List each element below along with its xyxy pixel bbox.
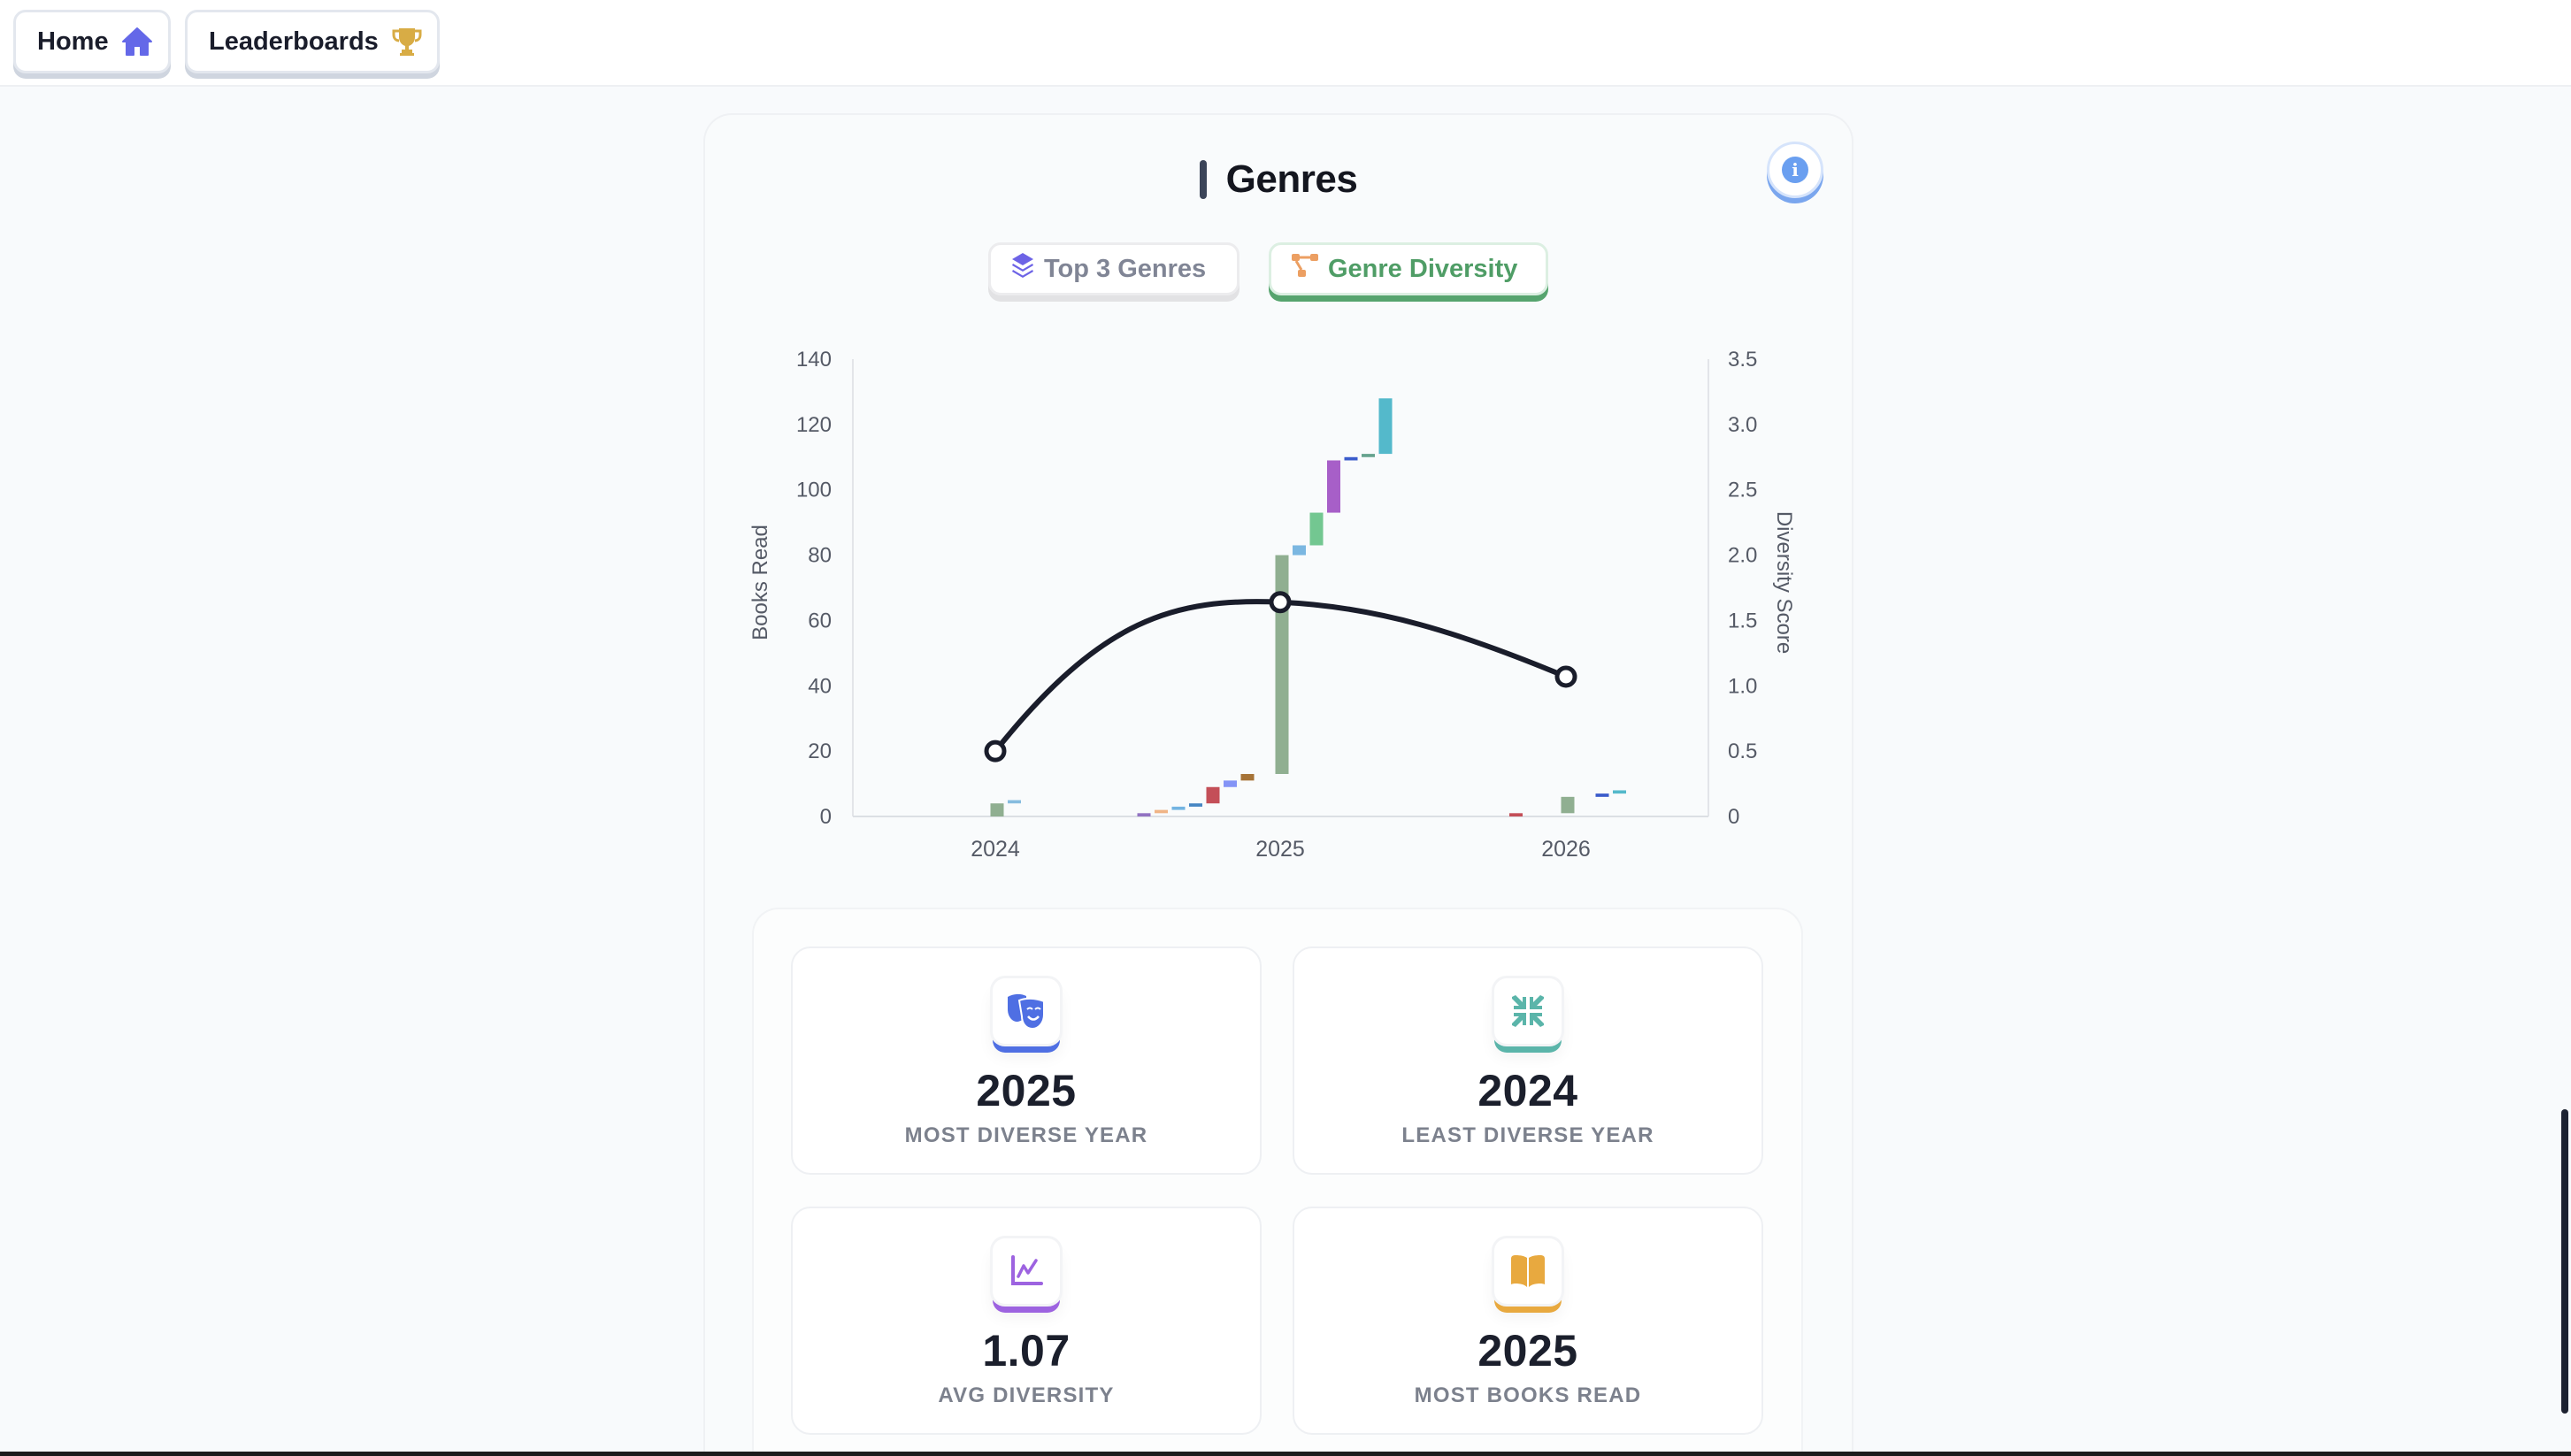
genre-bar[interactable] (1509, 813, 1523, 816)
y2-tick-label: 0 (1728, 805, 1739, 829)
y-tick-label: 140 (796, 348, 832, 372)
layers-icon (1010, 252, 1035, 286)
trophy-icon (391, 27, 423, 57)
section-header: Genres (705, 157, 1852, 202)
genre-bar[interactable] (1189, 803, 1202, 807)
genre-bar[interactable] (1171, 806, 1186, 810)
genre-bar[interactable] (1344, 456, 1358, 461)
tab-genre-diversity[interactable]: Genre Diversity (1269, 242, 1548, 295)
y2-tick-label: 3.5 (1728, 348, 1757, 372)
y2-tick-label: 1.0 (1728, 674, 1757, 698)
open-book-icon (1494, 1238, 1562, 1304)
x-tick-label: 2026 (1541, 837, 1591, 862)
home-button-label: Home (37, 27, 109, 56)
y-tick-label: 80 (808, 544, 832, 568)
x-tick-label: 2024 (971, 837, 1020, 862)
y-tick-label: 100 (796, 479, 832, 502)
y-tick-label: 60 (808, 609, 832, 632)
y-tick-label: 0 (820, 805, 832, 829)
home-icon (121, 27, 153, 57)
genre-bar[interactable] (1327, 460, 1340, 513)
diagram-icon (1291, 252, 1319, 286)
chart-canvas: 0 20 40 60 80 100 120 140 0 0.5 1.0 1.5 2.0 2.5 3.0 3.5… (748, 348, 1796, 862)
y2-tick-label: 2.0 (1728, 544, 1757, 568)
genre-bar[interactable] (1224, 780, 1237, 787)
genres-card: i Genres Top 3 Genres Genre Diversity 0 2… (705, 115, 1852, 1456)
genre-bar[interactable] (990, 803, 1004, 816)
section-title: Genres (1225, 157, 1358, 201)
stat-least-diverse-year: 2024 LEAST DIVERSE YEAR (1293, 946, 1763, 1175)
genre-bar[interactable] (1293, 545, 1306, 556)
background-window-edge (0, 1452, 2571, 1456)
stat-label: AVG DIVERSITY (938, 1383, 1115, 1407)
genre-bar[interactable] (1206, 786, 1220, 804)
genre-bar[interactable] (1008, 800, 1021, 804)
genre-bar[interactable] (1595, 793, 1609, 797)
stat-label: LEAST DIVERSE YEAR (1401, 1123, 1654, 1147)
stat-value: 2025 (976, 1066, 1077, 1115)
y2-tick-label: 2.5 (1728, 479, 1757, 502)
y2-tick-label: 3.0 (1728, 413, 1757, 437)
genre-bar[interactable] (1362, 454, 1375, 457)
genre-bar[interactable] (1240, 773, 1255, 781)
stat-value: 2024 (1477, 1066, 1578, 1115)
line-chart-icon (993, 1238, 1060, 1304)
diversity-point[interactable] (984, 739, 1007, 762)
y-tick-label: 40 (808, 674, 832, 698)
home-button[interactable]: Home (13, 10, 171, 73)
tab-top-3-genres[interactable]: Top 3 Genres (988, 242, 1239, 295)
diversity-point[interactable] (1554, 665, 1577, 688)
leaderboards-button-label: Leaderboards (209, 27, 379, 56)
page-scrollbar-thumb[interactable] (2561, 1109, 2568, 1414)
genre-bar[interactable] (1309, 512, 1324, 546)
stat-label: MOST BOOKS READ (1414, 1383, 1642, 1407)
tab-genre-diversity-label: Genre Diversity (1328, 254, 1518, 283)
y2-tick-label: 1.5 (1728, 609, 1757, 632)
leaderboards-button[interactable]: Leaderboards (185, 10, 440, 73)
genre-bar[interactable] (1137, 813, 1151, 816)
y2-tick-label: 0.5 (1728, 739, 1757, 763)
genre-diversity-chart: 0 20 40 60 80 100 120 140 0 0.5 1.0 1.5 2.0 2.5 3.0 3.5… (741, 336, 1811, 1008)
title-accent-bar (1199, 160, 1207, 199)
stat-most-diverse-year: 2025 MOST DIVERSE YEAR (791, 946, 1262, 1175)
stat-label: MOST DIVERSE YEAR (904, 1123, 1148, 1147)
y-tick-label: 120 (796, 413, 832, 437)
compress-arrows-icon (1494, 978, 1562, 1044)
x-tick-label: 2025 (1255, 837, 1305, 862)
genre-bar[interactable] (1275, 555, 1289, 774)
stat-avg-diversity: 1.07 AVG DIVERSITY (791, 1207, 1262, 1435)
genre-bar[interactable] (1561, 796, 1575, 814)
info-button[interactable]: i (1767, 142, 1823, 198)
stat-most-books-read: 2025 MOST BOOKS READ (1293, 1207, 1763, 1435)
tab-top-3-genres-label: Top 3 Genres (1044, 254, 1207, 283)
stats-panel: 2025 MOST DIVERSE YEAR 2024 LEAST DIVERS… (754, 909, 1801, 1456)
top-nav-bar: Home Leaderboards (0, 0, 2571, 87)
genre-bar[interactable] (1613, 790, 1626, 794)
diversity-point[interactable] (1269, 591, 1292, 614)
y-axis-title: Books Read (748, 525, 772, 640)
info-icon: i (1782, 157, 1808, 183)
stat-value: 2025 (1477, 1326, 1578, 1376)
y2-axis-title: Diversity Score (1772, 511, 1796, 654)
theater-masks-icon (993, 978, 1060, 1044)
y-tick-label: 20 (808, 739, 832, 763)
genre-bar[interactable] (1155, 809, 1168, 814)
stat-value: 1.07 (982, 1326, 1071, 1376)
genre-bar[interactable] (1378, 398, 1393, 455)
